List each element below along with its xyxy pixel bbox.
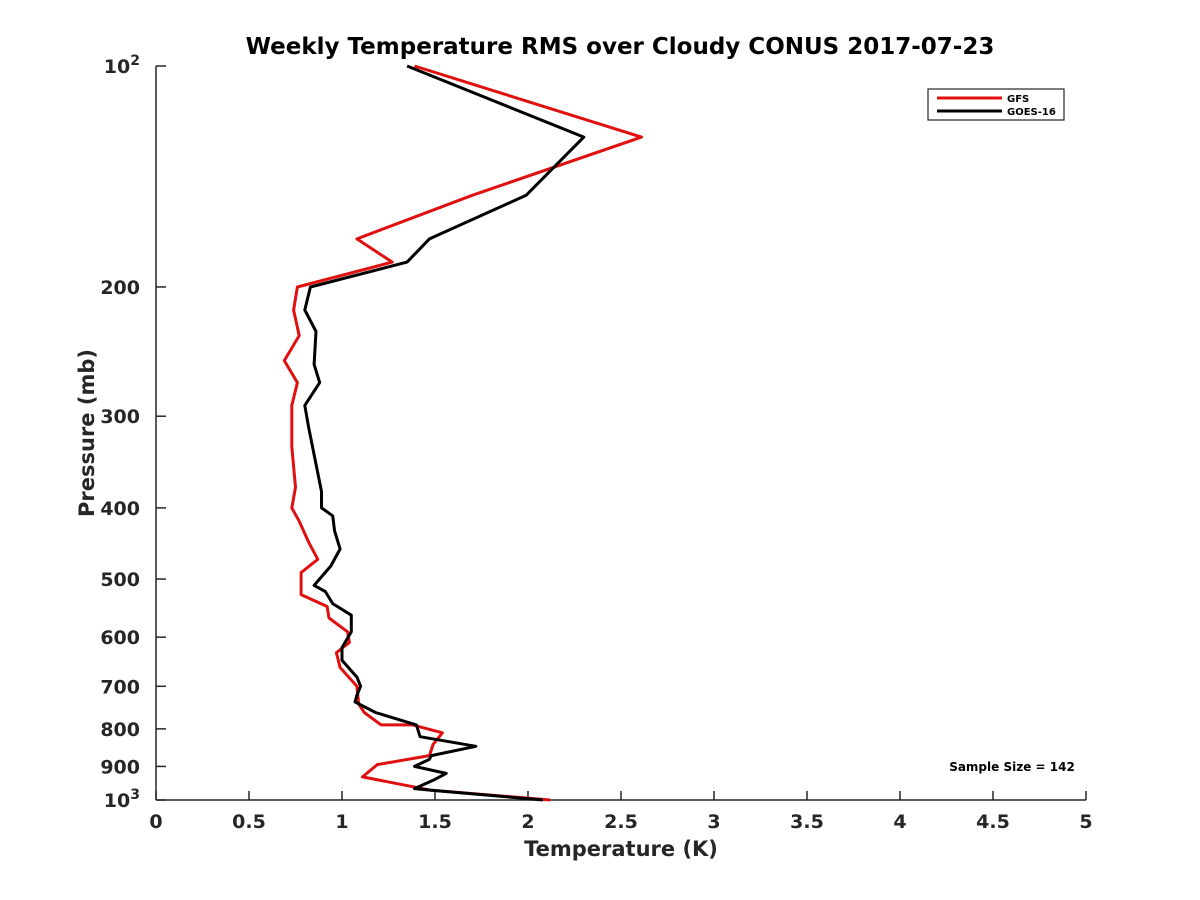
chart-title: Weekly Temperature RMS over Cloudy CONUS…	[246, 34, 995, 60]
sample-size-annotation: Sample Size = 142	[949, 760, 1075, 774]
y-axis-label: Pressure (mb)	[75, 349, 99, 517]
y-tick-label-base: 800	[100, 719, 140, 741]
x-tick-label: 0.5	[232, 811, 266, 833]
y-tick-label-exponent: 3	[130, 787, 140, 803]
y-tick-label: 600	[100, 627, 140, 649]
x-tick-label: 4	[893, 811, 906, 833]
y-tick-label: 400	[100, 498, 140, 520]
y-tick-label-base: 400	[100, 498, 140, 520]
y-tick-label: 102	[104, 53, 140, 78]
legend-label: GOES-16	[1007, 107, 1056, 118]
x-axis-label: Temperature (K)	[524, 837, 718, 861]
x-tick-label: 3	[707, 811, 720, 833]
y-tick-label-base: 700	[100, 676, 140, 698]
series-line-gfs	[282, 64, 643, 802]
y-tick-label: 700	[100, 676, 140, 698]
y-tick-label-exponent: 2	[130, 53, 140, 69]
y-tick-label: 500	[100, 569, 140, 591]
x-tick-label: 1.5	[418, 811, 452, 833]
y-tick-label: 800	[100, 719, 140, 741]
y-tick-label-base: 300	[100, 406, 140, 428]
y-tick-label-base: 10	[104, 56, 130, 78]
series-lines	[282, 64, 643, 802]
y-tick-label: 103	[104, 787, 140, 812]
x-tick-label: 0	[149, 811, 162, 833]
y-tick-label: 300	[100, 406, 140, 428]
y-tick-label-base: 900	[100, 756, 140, 778]
y-tick-label-base: 500	[100, 569, 140, 591]
legend-label: GFS	[1007, 94, 1029, 105]
x-tick-label: 2.5	[604, 811, 638, 833]
x-tick-label: 1	[335, 811, 348, 833]
legend-box	[927, 88, 1065, 121]
legend: GFS GOES-16	[927, 88, 1065, 121]
x-axis-ticks: 0 0.5 1 1.5 2 2.5 3 3.5 4 4.5 5	[149, 791, 1093, 833]
y-tick-label-base: 10	[104, 790, 130, 812]
y-tick-label: 900	[100, 756, 140, 778]
series-line-goes-16	[303, 64, 586, 802]
x-tick-label: 4.5	[976, 811, 1010, 833]
y-tick-label-base: 200	[100, 277, 140, 299]
y-tick-label: 200	[100, 277, 140, 299]
y-tick-label-base: 600	[100, 627, 140, 649]
x-tick-label: 3.5	[790, 811, 824, 833]
x-tick-label: 5	[1079, 811, 1092, 833]
x-tick-label: 2	[521, 811, 534, 833]
